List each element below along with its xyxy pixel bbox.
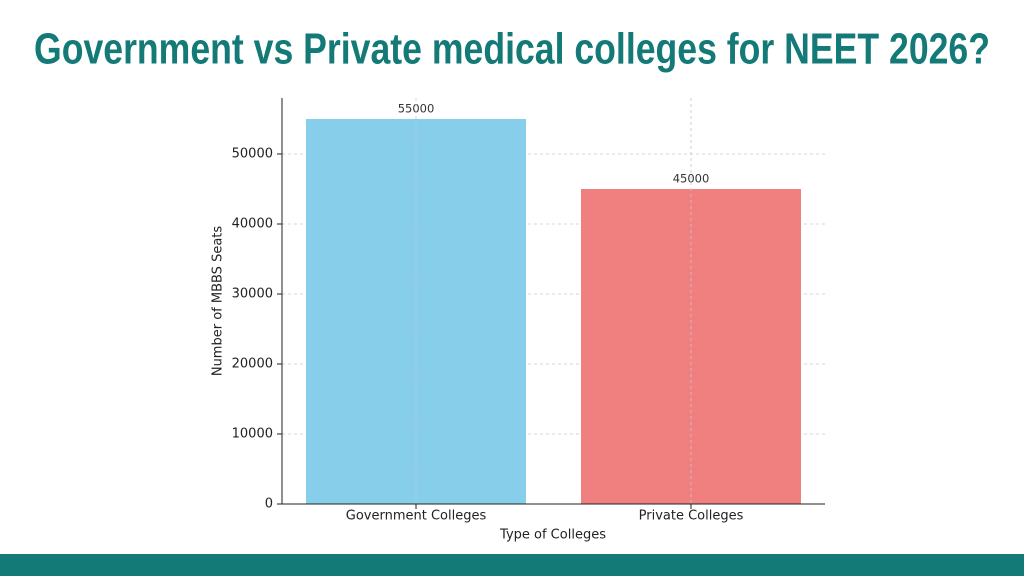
slide-title: Government vs Private medical colleges f…	[34, 25, 990, 74]
x-axis-label: Type of Colleges	[499, 528, 606, 543]
x-tick-label: Private Colleges	[639, 509, 744, 524]
footer-band	[0, 554, 1024, 576]
y-tick-label: 0	[265, 497, 273, 512]
plot: 0 10000 20000 30000 40000 50000 55000 Governmen…	[232, 98, 825, 524]
y-tick-label: 10000	[232, 427, 273, 442]
y-tick-label: 20000	[232, 357, 273, 372]
y-axis-label: Number of MBBS Seats	[211, 226, 226, 377]
value-label: 55000	[398, 102, 435, 116]
x-tick-label: Government Colleges	[346, 509, 487, 524]
y-tick-label: 30000	[232, 287, 273, 302]
y-tick-label: 40000	[232, 217, 273, 232]
y-tick-label: 50000	[232, 147, 273, 162]
